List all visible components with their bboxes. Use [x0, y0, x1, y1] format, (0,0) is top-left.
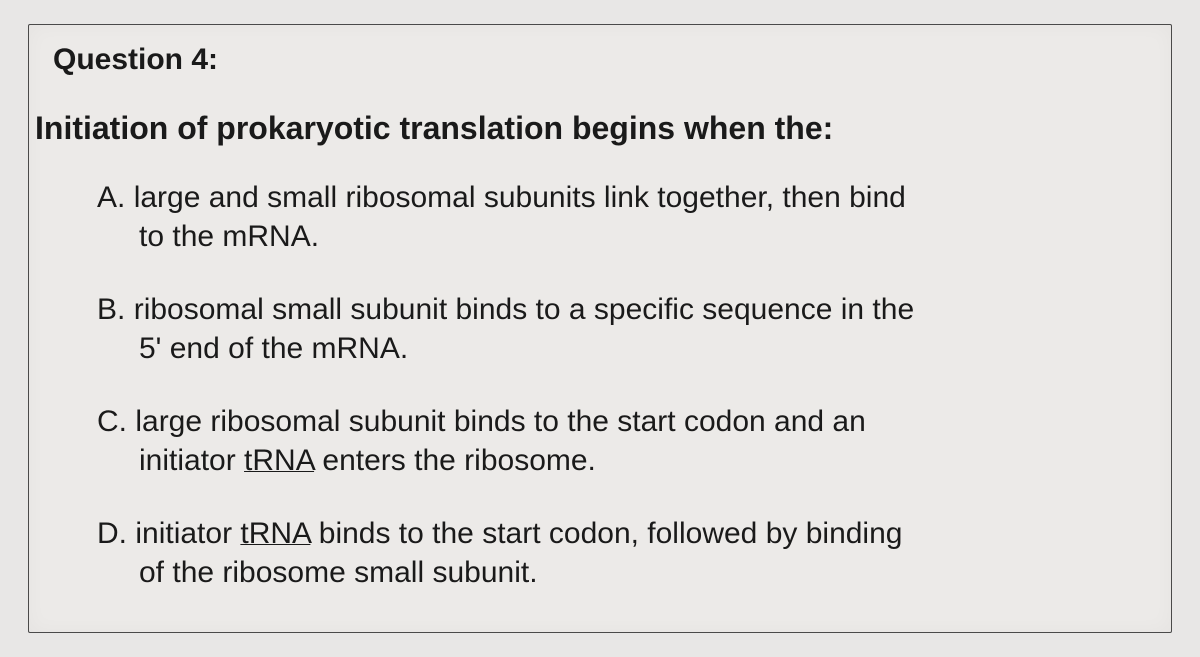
option-c-text-line2: initiator tRNA enters the ribosome. — [97, 441, 1141, 480]
option-c[interactable]: C. large ribosomal subunit binds to the … — [97, 402, 1171, 480]
option-c-line2-post: enters the ribosome. — [314, 444, 596, 477]
question-card: Question 4: Initiation of prokaryotic tr… — [28, 24, 1172, 633]
options-list: A. large and small ribosomal subunits li… — [29, 150, 1171, 592]
option-a-label: A. — [97, 181, 125, 214]
option-b-label: B. — [97, 293, 125, 326]
option-c-label: C. — [97, 405, 127, 438]
option-d-line1-pre: initiator — [135, 517, 240, 550]
question-number: Question 4: — [29, 25, 1171, 77]
option-b-text-line2: 5' end of the mRNA. — [97, 329, 1141, 368]
option-d[interactable]: D. initiator tRNA binds to the start cod… — [97, 514, 1171, 592]
option-d-text-line1: initiator tRNA binds to the start codon,… — [135, 517, 902, 550]
option-d-text-line2: of the ribosome small subunit. — [97, 553, 1141, 592]
option-c-line2-underlined: tRNA — [244, 444, 314, 477]
option-d-label: D. — [97, 517, 127, 550]
option-b[interactable]: B. ribosomal small subunit binds to a sp… — [97, 290, 1171, 368]
option-b-text-line1: ribosomal small subunit binds to a speci… — [134, 293, 914, 326]
option-a[interactable]: A. large and small ribosomal subunits li… — [97, 178, 1171, 256]
question-stem: Initiation of prokaryotic translation be… — [29, 77, 1171, 150]
option-c-text-line1: large ribosomal subunit binds to the sta… — [135, 405, 865, 438]
option-d-line1-post: binds to the start codon, followed by bi… — [310, 517, 902, 550]
option-a-text-line1: large and small ribosomal subunits link … — [134, 181, 906, 214]
option-a-text-line2: to the mRNA. — [97, 217, 1141, 256]
option-d-line1-underlined: tRNA — [240, 517, 310, 550]
option-c-line2-pre: initiator — [139, 444, 244, 477]
